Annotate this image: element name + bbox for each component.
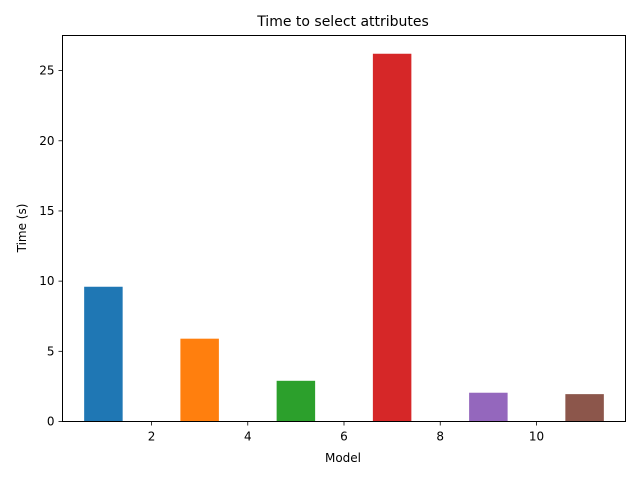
x-tick-label: 8 [436, 430, 444, 444]
y-tick-label: 5 [47, 344, 55, 358]
bar-2 [180, 338, 219, 422]
bar-1 [84, 286, 123, 422]
y-tick-label: 20 [39, 134, 54, 148]
y-tick-label: 0 [47, 415, 55, 429]
y-axis-label: Time (s) [15, 204, 29, 254]
x-tick-label: 4 [244, 430, 252, 444]
x-tick-label: 2 [148, 430, 156, 444]
x-tick-label: 6 [340, 430, 348, 444]
bars-group [84, 53, 604, 422]
plot-frame [62, 35, 626, 422]
x-axis-label: Model [325, 451, 361, 465]
bar-4 [372, 53, 412, 422]
x-tick-label: 10 [529, 430, 544, 444]
y-tick-label: 25 [39, 64, 54, 78]
x-axis-ticks: 2 4 6 8 10 [148, 421, 544, 444]
y-axis-ticks: 0 5 10 15 20 25 [39, 64, 63, 429]
y-tick-label: 10 [39, 274, 54, 288]
y-tick-label: 15 [39, 204, 54, 218]
bar-3 [276, 380, 316, 422]
chart-title: Time to select attributes [256, 14, 429, 30]
bar-6 [565, 394, 604, 422]
bar-5 [469, 392, 508, 422]
